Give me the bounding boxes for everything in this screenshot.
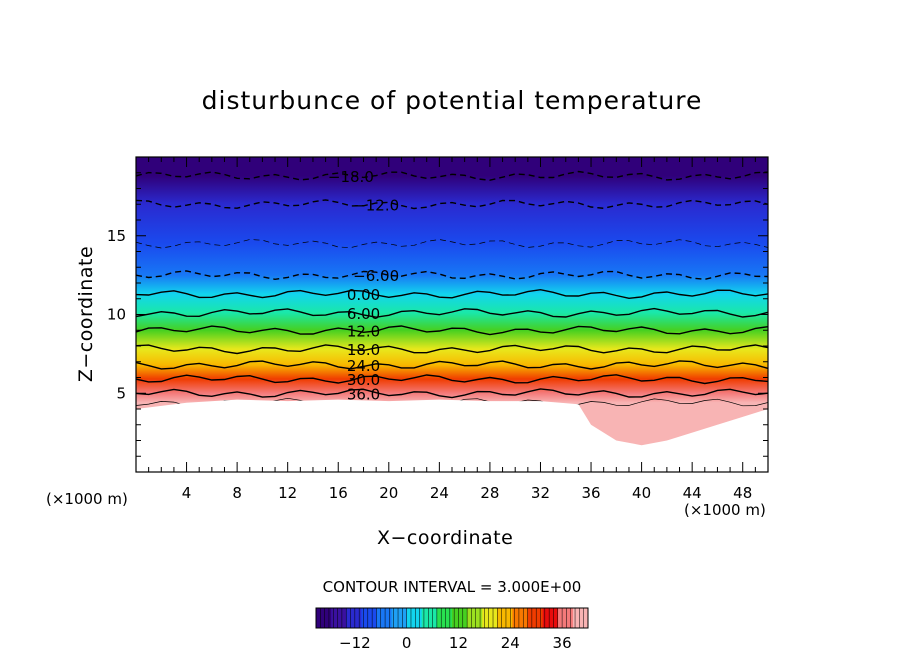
colorbar: −12 0 12 24 36 [315, 607, 589, 652]
contour-label: 24.0 [347, 357, 380, 375]
contour-line [136, 325, 768, 336]
colorbar-swatch [542, 608, 559, 628]
x-tick-label: 36 [581, 484, 600, 502]
contour-interval-label: CONTOUR INTERVAL = 3.000E+00 [322, 578, 582, 596]
colorbar-swatch [346, 608, 362, 628]
x-unit-label-left: (×1000 m) [46, 490, 128, 508]
colorbar-tick-label: 0 [402, 634, 412, 652]
contour-labels: −18.0 −12.0 −6.000.006.0012.018.024.030.03… [328, 168, 399, 403]
colorbar-frame [315, 607, 589, 629]
x-tick-label: 44 [683, 484, 702, 502]
colorbar-swatch [482, 608, 498, 628]
colorbar-swatch [421, 608, 438, 628]
y-tick-label: 15 [107, 227, 126, 245]
x-tick-label: 24 [430, 484, 449, 502]
x-axis-label: X−coordinate [377, 527, 514, 549]
x-tick-label: 28 [480, 484, 499, 502]
chart-title: disturbunce of potential temperature [201, 86, 703, 115]
contour-line [136, 374, 768, 385]
x-tick-label: 4 [182, 484, 192, 502]
contour-label: 30.0 [347, 371, 380, 389]
colorbar-swatch [557, 608, 574, 628]
contour-lines [136, 170, 768, 408]
x-tick-label: 12 [278, 484, 297, 502]
colorbar-swatch [452, 608, 468, 628]
colorbar-swatch [361, 608, 377, 628]
contour-line [136, 344, 768, 355]
colorbar-swatch [406, 608, 423, 628]
x-tick-label: 8 [232, 484, 242, 502]
x-axis-ticks: 4 8 12 16 20 24 28 32 36 40 44 48 [135, 157, 769, 502]
x-tick-label: 40 [632, 484, 651, 502]
colorbar-tick-label: −12 [339, 634, 371, 652]
colorbar-swatch [331, 608, 347, 628]
colorbar-swatch [527, 608, 544, 628]
contour-line [136, 239, 768, 249]
contour-label: 6.00 [347, 305, 380, 323]
colorbar-tick-label: 36 [553, 634, 572, 652]
contour-label: −18.0 [328, 168, 374, 186]
x-tick-label: 48 [733, 484, 752, 502]
x-unit-label-right: (×1000 m) [684, 501, 766, 519]
x-tick-label: 32 [531, 484, 550, 502]
colorbar-swatch [497, 608, 513, 628]
contour-line [136, 288, 768, 300]
y-axis-ticks: 5 10 15 [107, 156, 768, 473]
colorbar-swatch [436, 608, 453, 628]
colorbar-swatch [376, 608, 393, 628]
x-tick-label: 16 [329, 484, 348, 502]
contour-line [136, 270, 768, 281]
contour-label: 36.0 [347, 385, 380, 403]
contour-label: −12.0 [353, 196, 399, 214]
contour-line [136, 170, 768, 181]
contour-label: −6.00 [353, 267, 399, 285]
colorbar-swatch [391, 608, 408, 628]
contour-line [136, 307, 768, 318]
contour-label: 12.0 [347, 322, 380, 340]
contour-label: 0.00 [347, 286, 380, 304]
x-tick-label: 20 [379, 484, 398, 502]
contour-line [136, 199, 768, 210]
colorbar-tick-label: 24 [501, 634, 520, 652]
colorbar-swatch [316, 608, 332, 628]
colorbar-tick-label: 12 [449, 634, 468, 652]
y-tick-label: 5 [116, 384, 126, 402]
colorbar-swatch [512, 608, 529, 628]
colorbar-swatch [572, 608, 589, 628]
colorbar-swatch [467, 608, 483, 628]
y-axis-label: Z−coordinate [75, 245, 97, 383]
terrain-mask [136, 399, 768, 472]
contour-label: 18.0 [347, 341, 380, 359]
contour-line [136, 388, 768, 399]
contour-line [136, 360, 768, 370]
y-tick-label: 10 [107, 306, 126, 324]
